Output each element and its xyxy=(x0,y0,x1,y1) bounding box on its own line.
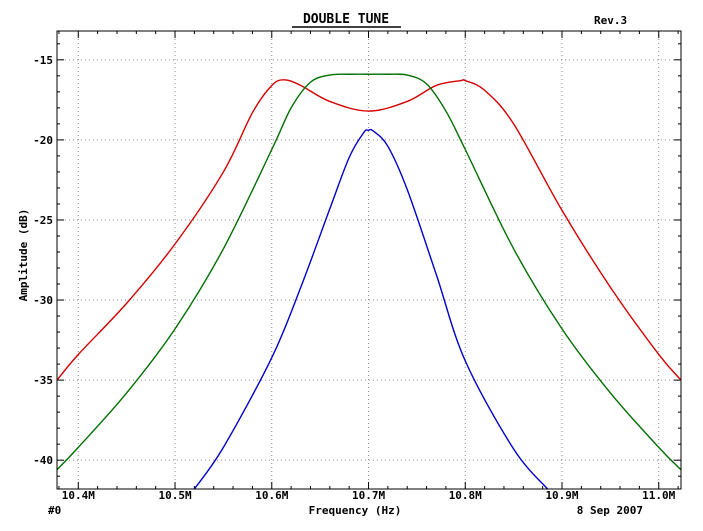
series-red-line xyxy=(57,79,681,381)
x-axis-title: Frequency (Hz) xyxy=(309,504,402,517)
series-group xyxy=(57,73,681,489)
x-tick-label: 10.4M xyxy=(62,489,95,502)
plot-frame xyxy=(56,30,682,490)
x-tick-label: 10.6M xyxy=(255,489,288,502)
plot-id-label: #0 xyxy=(48,504,61,517)
y-tick-label: -25 xyxy=(33,214,53,227)
y-axis-title: Amplitude (dB) xyxy=(17,209,30,302)
y-tick-label: -30 xyxy=(33,294,53,307)
chart-title: DOUBLE TUNE xyxy=(303,12,389,27)
tick-labels: 10.4M 10.5M 10.6M 10.7M 10.8M 10.9M 11.0M -15 -2… xyxy=(33,54,676,502)
y-tick-label: -40 xyxy=(33,454,53,467)
y-tick-label: -20 xyxy=(33,134,53,147)
x-tick-label: 11.0M xyxy=(642,489,675,502)
x-tick-label: 10.5M xyxy=(158,489,191,502)
revision-label: Rev.3 xyxy=(594,14,627,27)
y-tick-label: -35 xyxy=(33,374,53,387)
date-label: 8 Sep 2007 xyxy=(577,504,643,517)
x-tick-label: 10.9M xyxy=(545,489,578,502)
x-tick-label: 10.7M xyxy=(352,489,385,502)
series-blue-line xyxy=(193,128,549,489)
grid xyxy=(57,31,681,489)
x-tick-label: 10.8M xyxy=(449,489,482,502)
y-tick-label: -15 xyxy=(33,54,53,67)
series-green-line xyxy=(57,73,681,471)
